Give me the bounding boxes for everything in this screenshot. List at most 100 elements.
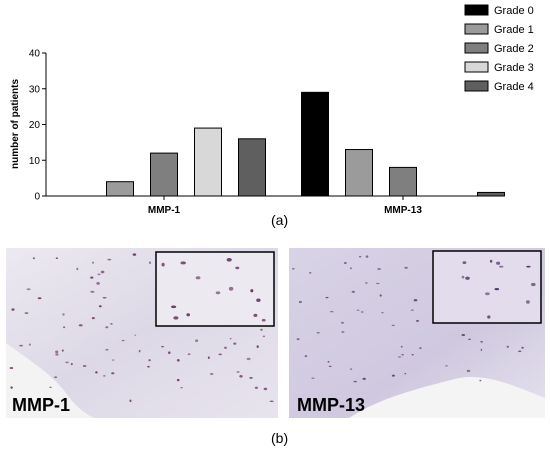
stained-cell [110, 323, 113, 325]
stained-cell [54, 376, 58, 378]
stained-cell [228, 286, 234, 291]
stained-cell [121, 339, 125, 342]
stained-cell [465, 276, 470, 280]
stained-cell [376, 282, 380, 285]
stained-cell [298, 300, 302, 304]
stained-cell [226, 258, 232, 262]
stained-cell [356, 309, 360, 311]
bar-grade-1-mmp-1 [106, 181, 134, 197]
stained-cell [161, 262, 165, 267]
micrograph-mmp1-image [6, 248, 278, 418]
y-axis: 0 10 20 30 40 [29, 49, 47, 203]
stained-cell [413, 299, 418, 302]
stained-cell [224, 346, 227, 349]
stained-cell [103, 375, 106, 377]
stained-cell [207, 356, 210, 359]
legend-label: Grade 4 [494, 81, 534, 93]
stained-cell [304, 355, 308, 357]
stained-cell [235, 266, 240, 270]
legend-swatch [464, 23, 489, 35]
stained-cell [147, 365, 150, 368]
stained-cell [480, 341, 483, 343]
stained-cell [308, 272, 312, 274]
stained-cell [229, 338, 232, 340]
panel-b-caption: (b) [271, 430, 289, 446]
stained-cell [381, 312, 384, 314]
stained-cell [521, 346, 524, 349]
stained-cell [55, 353, 59, 356]
stained-cell [168, 351, 171, 354]
stained-cell [479, 379, 482, 382]
stained-cell [262, 335, 266, 338]
stained-cell [411, 354, 414, 356]
stained-cell [358, 256, 362, 258]
micrograph-mmp13: MMP-13 [289, 248, 545, 418]
stained-cell [506, 345, 509, 348]
stained-cell [487, 315, 491, 319]
stained-cell [379, 294, 382, 297]
stained-cell [28, 343, 31, 346]
stained-cell [91, 317, 95, 320]
stained-cell [239, 375, 243, 378]
stained-cell [195, 276, 201, 280]
stained-cell [377, 268, 381, 270]
micrograph-mmp13-image [289, 248, 545, 418]
stained-cell [134, 334, 137, 336]
stained-cell [526, 300, 530, 304]
stained-cell [10, 386, 13, 389]
stained-cell [149, 261, 151, 264]
stained-cell [311, 377, 315, 379]
stained-cell [466, 369, 471, 373]
stained-cell [9, 367, 14, 369]
stained-cell [362, 377, 366, 380]
y-tick-label: 40 [29, 49, 41, 60]
stained-cell [353, 380, 357, 383]
micrograph-label-mmp13: MMP-13 [297, 395, 366, 415]
legend-label: Grade 1 [494, 24, 534, 36]
stained-cell [26, 288, 31, 291]
stained-cell [78, 324, 83, 327]
stained-cell [468, 338, 471, 340]
stained-cell [92, 261, 94, 264]
stained-cell [249, 377, 253, 379]
legend-swatch [464, 42, 489, 54]
stained-cell [112, 359, 115, 361]
stained-cell [129, 399, 132, 403]
stained-cell [32, 257, 35, 260]
stained-cell [419, 347, 422, 350]
stained-cell [401, 354, 404, 356]
stained-cell [90, 276, 94, 279]
stained-cell [250, 289, 254, 293]
stained-cell [171, 305, 177, 309]
micrograph-mmp1: MMP-1 [6, 248, 278, 418]
y-tick-label: 20 [29, 120, 41, 131]
stained-cell [24, 312, 29, 314]
stained-cell [176, 378, 180, 382]
x-category-label: MMP-1 [148, 205, 181, 216]
stained-cell [462, 261, 467, 264]
bar-grade-0-mmp-13 [301, 91, 329, 197]
y-axis-label: number of patients [10, 79, 21, 169]
y-tick-label: 30 [29, 84, 41, 95]
stained-cell [329, 311, 334, 313]
legend-swatch [464, 61, 489, 73]
stained-cell [180, 387, 183, 389]
bar-grade-2-mmp-1 [150, 152, 178, 197]
stained-cell [19, 344, 23, 347]
stained-cell [397, 356, 402, 358]
stained-cell [55, 257, 59, 259]
stained-cell [526, 265, 531, 268]
stained-cell [461, 275, 465, 279]
legend-swatch [464, 80, 489, 92]
stained-cell [254, 386, 258, 389]
legend-swatch [464, 4, 489, 16]
stained-cell [518, 350, 522, 353]
stained-cell [195, 339, 199, 342]
stained-cell [138, 349, 141, 353]
bar-grade-4-mmp-13 [477, 191, 505, 197]
stained-cell [400, 345, 403, 348]
stained-cell [341, 331, 345, 333]
bar-grade-2-mmp-13 [389, 166, 417, 197]
stained-cell [100, 270, 105, 274]
